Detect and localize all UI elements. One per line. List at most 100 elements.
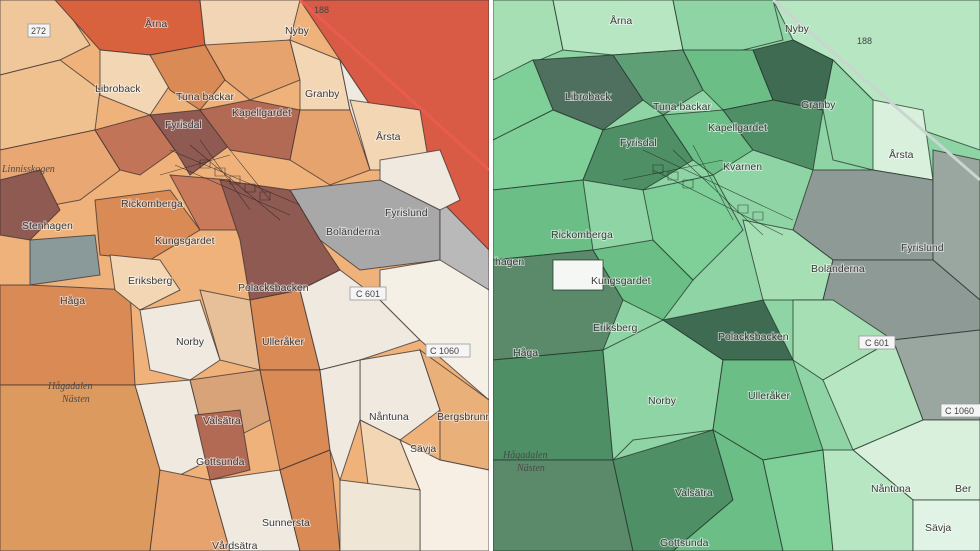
region[interactable]	[289, 109, 371, 186]
label-nyby: Nyby	[285, 25, 310, 37]
label-arsta: Årsta	[376, 130, 401, 143]
region[interactable]	[134, 379, 211, 481]
panel-divider	[489, 0, 493, 551]
label-polacksbacken: Polacksbacken	[238, 282, 309, 294]
label-polacksbacken: Polacksbacken	[718, 331, 789, 343]
region[interactable]	[379, 149, 461, 211]
label-libroback: Libroback	[565, 91, 611, 103]
label-fyrislund: Fyrislund	[901, 242, 944, 254]
region[interactable]	[0, 384, 161, 551]
right-city-center	[622, 144, 794, 236]
region[interactable]	[94, 189, 201, 261]
road-c601-label: C 601	[356, 289, 380, 299]
region[interactable]	[29, 234, 101, 286]
right-labels: 188 Årna Nyby Libroback Tuna backar Gran…	[494, 13, 980, 550]
right-map-canvas: 188 Årna Nyby Libroback Tuna backar Gran…	[493, 0, 980, 551]
label-nyby: Nyby	[785, 23, 810, 35]
label-haga: Håga	[513, 347, 538, 359]
region[interactable]	[662, 109, 754, 176]
label-libroback: Libroback	[95, 83, 141, 95]
label-tuna-backar: Tuna backar	[653, 101, 711, 113]
label-norby: Norby	[648, 395, 677, 407]
label-bolanderna: Boländerna	[811, 263, 865, 275]
region[interactable]	[592, 239, 694, 321]
region[interactable]	[209, 469, 301, 551]
label-hagadalen: Hågadalen	[502, 450, 547, 461]
region[interactable]	[0, 169, 61, 241]
region[interactable]	[279, 449, 341, 551]
label-nantuna: Nåntuna	[871, 483, 911, 495]
region[interactable]	[762, 449, 834, 551]
label-bergsbrunna: Bergsbrunna	[437, 411, 489, 423]
left-city-center	[159, 139, 301, 221]
right-choropleth-map[interactable]: 188 Årna Nyby Libroback Tuna backar Gran…	[493, 0, 980, 551]
label-arsta: Årsta	[889, 148, 914, 161]
region[interactable]	[932, 149, 980, 301]
road-c1060-label: C 1060	[430, 346, 459, 356]
left-highway	[298, 0, 489, 172]
label-bergsbrunna: Ber	[955, 483, 972, 495]
region[interactable]	[0, 59, 101, 151]
region[interactable]	[672, 0, 784, 56]
label-hagadalen: Hågadalen	[47, 381, 92, 392]
region[interactable]	[194, 409, 251, 481]
right-highway	[772, 0, 980, 182]
region[interactable]	[493, 349, 614, 461]
label-haga: Håga	[60, 295, 85, 307]
left-labels: 272 188 Årna Nyby Libroback Tuna backar …	[1, 5, 489, 551]
region[interactable]	[149, 44, 226, 111]
label-stenhagen: hagen	[495, 256, 524, 268]
region[interactable]	[493, 179, 594, 261]
left-map-canvas: 272 188 Årna Nyby Libroback Tuna backar …	[0, 0, 489, 551]
region[interactable]	[912, 499, 980, 551]
label-bolanderna: Boländerna	[326, 226, 380, 238]
label-arna: Årna	[145, 17, 167, 30]
region[interactable]	[204, 39, 301, 101]
label-savja: Sävja	[925, 522, 951, 534]
label-ulleraker: Ulleråker	[748, 390, 791, 402]
label-stenhagen: Stenhagen	[22, 220, 73, 232]
label-linnisskogen: Linnisskogen	[1, 164, 55, 175]
region[interactable]	[493, 459, 634, 551]
label-kapellgardet: Kapellgardet	[708, 122, 767, 134]
region[interactable]	[339, 479, 421, 551]
label-kapellgardet: Kapellgardet	[232, 107, 291, 119]
region[interactable]	[672, 428, 784, 551]
label-rickomberga: Rickomberga	[121, 198, 183, 210]
label-rickomberga: Rickomberga	[551, 229, 613, 241]
label-granby: Granby	[305, 88, 340, 100]
region[interactable]	[319, 359, 361, 482]
region[interactable]	[552, 259, 604, 291]
region[interactable]	[94, 114, 176, 176]
label-nasten: Nästen	[61, 394, 90, 405]
label-granby: Granby	[801, 99, 836, 111]
label-kvarnen: Kvarnen	[723, 161, 762, 173]
label-kungsgardet: Kungsgardet	[591, 275, 651, 287]
left-choropleth-map[interactable]: 272 188 Årna Nyby Libroback Tuna backar …	[0, 0, 489, 551]
label-gottsunda: Gottsunda	[660, 537, 709, 549]
road-272-label: 272	[31, 26, 46, 36]
region[interactable]	[109, 254, 181, 311]
region[interactable]	[612, 49, 704, 116]
right-region-layer	[493, 0, 980, 551]
label-eriksberg: Eriksberg	[128, 275, 173, 287]
label-vardsatra: Vårdsätra	[212, 540, 258, 551]
region[interactable]	[0, 0, 91, 76]
label-fyrisdal: Fyrisdal	[165, 119, 202, 131]
region[interactable]	[149, 469, 231, 551]
region[interactable]	[139, 299, 221, 381]
region[interactable]	[722, 99, 824, 171]
road-188-label: 188	[857, 36, 872, 46]
label-valsatra: Valsätra	[203, 415, 241, 427]
label-fyrislund: Fyrislund	[385, 207, 428, 219]
region[interactable]	[552, 0, 684, 56]
region[interactable]	[0, 284, 136, 386]
road-c601-label: C 601	[865, 338, 889, 348]
road-188-label: 188	[314, 5, 329, 15]
left-region-layer	[0, 0, 489, 551]
label-savja: Sävja	[410, 443, 436, 455]
region[interactable]	[99, 49, 171, 116]
road-c1060-label: C 1060	[945, 406, 974, 416]
label-fyrisdal: Fyrisdal	[620, 137, 657, 149]
